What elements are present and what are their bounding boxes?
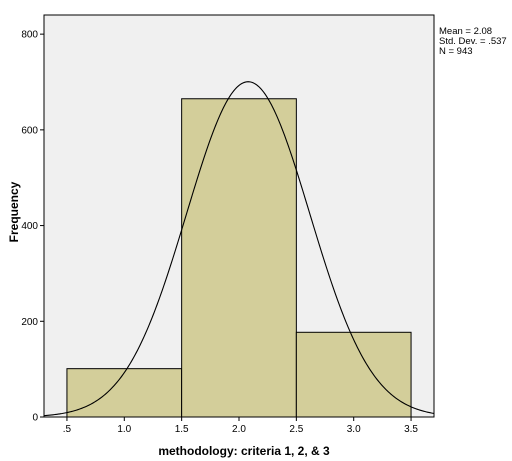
normal-curve	[43, 81, 435, 417]
stats-n: N = 943	[439, 46, 473, 57]
x-axis-title: methodology: criteria 1, 2, & 3	[158, 444, 330, 458]
y-axis: 0 200 400 600 800	[21, 30, 44, 424]
y-tick-label: 800	[21, 30, 38, 41]
statistics-legend: Mean = 2.08 Std. Dev. = .537 N = 943	[439, 27, 507, 57]
y-tick-label: 600	[21, 125, 38, 136]
x-tick-label: .5	[63, 424, 72, 435]
histogram-bar-3	[295, 331, 412, 418]
histogram-bars	[66, 98, 412, 418]
y-axis-title: Frequency	[7, 181, 21, 242]
histogram-bar-2	[181, 98, 297, 418]
x-tick-label: 1.5	[175, 424, 189, 435]
x-tick-label: 3.5	[404, 424, 418, 435]
x-tick-label: 3.0	[347, 424, 361, 435]
histogram-bar-1	[66, 368, 183, 418]
x-axis: .5 1.0 1.5 2.0 2.5 3.0 3.5	[63, 417, 418, 435]
x-tick-label: 1.0	[117, 424, 131, 435]
y-tick-label: 400	[21, 221, 38, 232]
x-tick-label: 2.0	[232, 424, 246, 435]
stats-std-dev: Std. Dev. = .537	[439, 36, 507, 47]
y-tick-label: 0	[32, 413, 38, 424]
y-tick-label: 200	[21, 317, 38, 328]
x-tick-label: 2.5	[289, 424, 303, 435]
stats-mean: Mean = 2.08	[439, 26, 493, 37]
